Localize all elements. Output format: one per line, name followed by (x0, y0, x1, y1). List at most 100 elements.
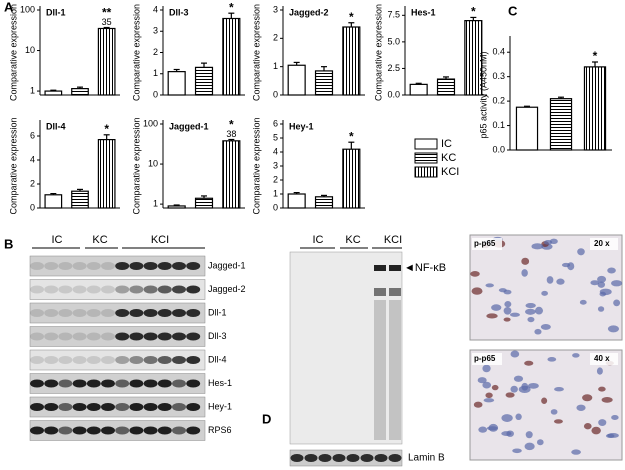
band (58, 426, 73, 435)
label-box (590, 353, 618, 365)
band (101, 356, 115, 364)
cell (597, 281, 606, 288)
y-axis-label: Comparative expression (8, 117, 18, 214)
bar (314, 196, 334, 209)
y-tick-label: 1 (273, 61, 278, 71)
label-box (472, 353, 502, 365)
band (30, 309, 44, 317)
y-tick-label: 10 (148, 158, 158, 168)
band (115, 403, 130, 411)
cell (571, 449, 581, 455)
gel-band (374, 265, 386, 271)
micrograph (469, 349, 623, 461)
cell (491, 304, 502, 311)
chart-title: Dll-4 (46, 121, 66, 131)
cell (599, 291, 607, 297)
bar (167, 205, 186, 209)
band (30, 426, 44, 435)
magnification-label: 40 x (594, 354, 610, 363)
legend-label: KCI (441, 166, 459, 178)
band (129, 262, 144, 270)
cell (572, 353, 580, 358)
y-tick-label: 5 (273, 132, 278, 142)
bar (222, 17, 241, 96)
bar (287, 193, 306, 209)
band (172, 332, 186, 341)
group-label: KCI (151, 234, 169, 246)
band (172, 403, 186, 411)
band (72, 356, 87, 364)
band (172, 262, 186, 270)
band (72, 309, 87, 317)
cell (503, 306, 512, 315)
band (58, 403, 73, 411)
band (86, 285, 101, 294)
bar (194, 66, 214, 96)
band (44, 356, 59, 364)
y-axis-label: Comparative expression (131, 4, 141, 101)
band (30, 356, 44, 364)
y-tick-label: 0.3 (492, 71, 505, 81)
bar (222, 140, 241, 209)
band (172, 356, 186, 364)
band (72, 332, 87, 341)
band (72, 403, 87, 411)
band (172, 379, 186, 388)
bar (314, 70, 334, 96)
band (30, 379, 44, 388)
band (186, 309, 201, 317)
bar (583, 66, 607, 151)
band (304, 454, 318, 462)
cell (553, 419, 563, 424)
cell (498, 288, 507, 293)
legend-label: KC (441, 152, 456, 164)
band (86, 426, 101, 435)
band (143, 309, 158, 317)
annotation: * (471, 5, 476, 19)
chart-title: Jagged-2 (289, 7, 329, 17)
band (72, 426, 87, 435)
blot-strip (29, 349, 206, 371)
bar (97, 27, 116, 96)
band (44, 262, 59, 270)
cell (540, 324, 551, 330)
y-tick-label: 4 (30, 154, 35, 164)
bar (342, 148, 361, 209)
annotation: 35 (102, 17, 112, 27)
band (129, 285, 144, 294)
annotation: * (349, 10, 354, 24)
chart-title: Jagged-1 (169, 121, 209, 131)
bar (44, 90, 63, 96)
group-label: IC (52, 234, 63, 246)
cell (576, 404, 586, 412)
cell (547, 357, 557, 362)
band-label: Dll-3 (208, 331, 227, 341)
band (143, 379, 158, 388)
y-tick-label: 2.5 (387, 63, 400, 73)
y-tick-label: 7.5 (387, 10, 400, 20)
band (143, 403, 158, 411)
group-label: KCI (384, 234, 402, 246)
y-tick-label: 1 (30, 85, 35, 95)
marker-label: ◄NF-κB (404, 262, 446, 274)
bar (167, 71, 186, 96)
y-tick-label: 0.0 (387, 89, 400, 99)
legend-label: IC (441, 138, 452, 150)
cell (541, 290, 548, 296)
band (186, 426, 201, 435)
legend-swatch (414, 166, 438, 178)
y-tick-label: 6 (30, 130, 35, 140)
band (129, 403, 144, 411)
gel-band (374, 288, 386, 296)
band (72, 285, 87, 294)
band (115, 426, 130, 435)
y-tick-label: 1 (273, 188, 278, 198)
cell (521, 257, 530, 265)
band (186, 356, 201, 364)
cell (525, 431, 533, 439)
y-tick-label: 6 (273, 118, 278, 128)
cell (486, 313, 498, 319)
band-label: Hes-1 (208, 378, 232, 388)
cell (607, 267, 616, 274)
y-tick-label: 3 (273, 160, 278, 170)
